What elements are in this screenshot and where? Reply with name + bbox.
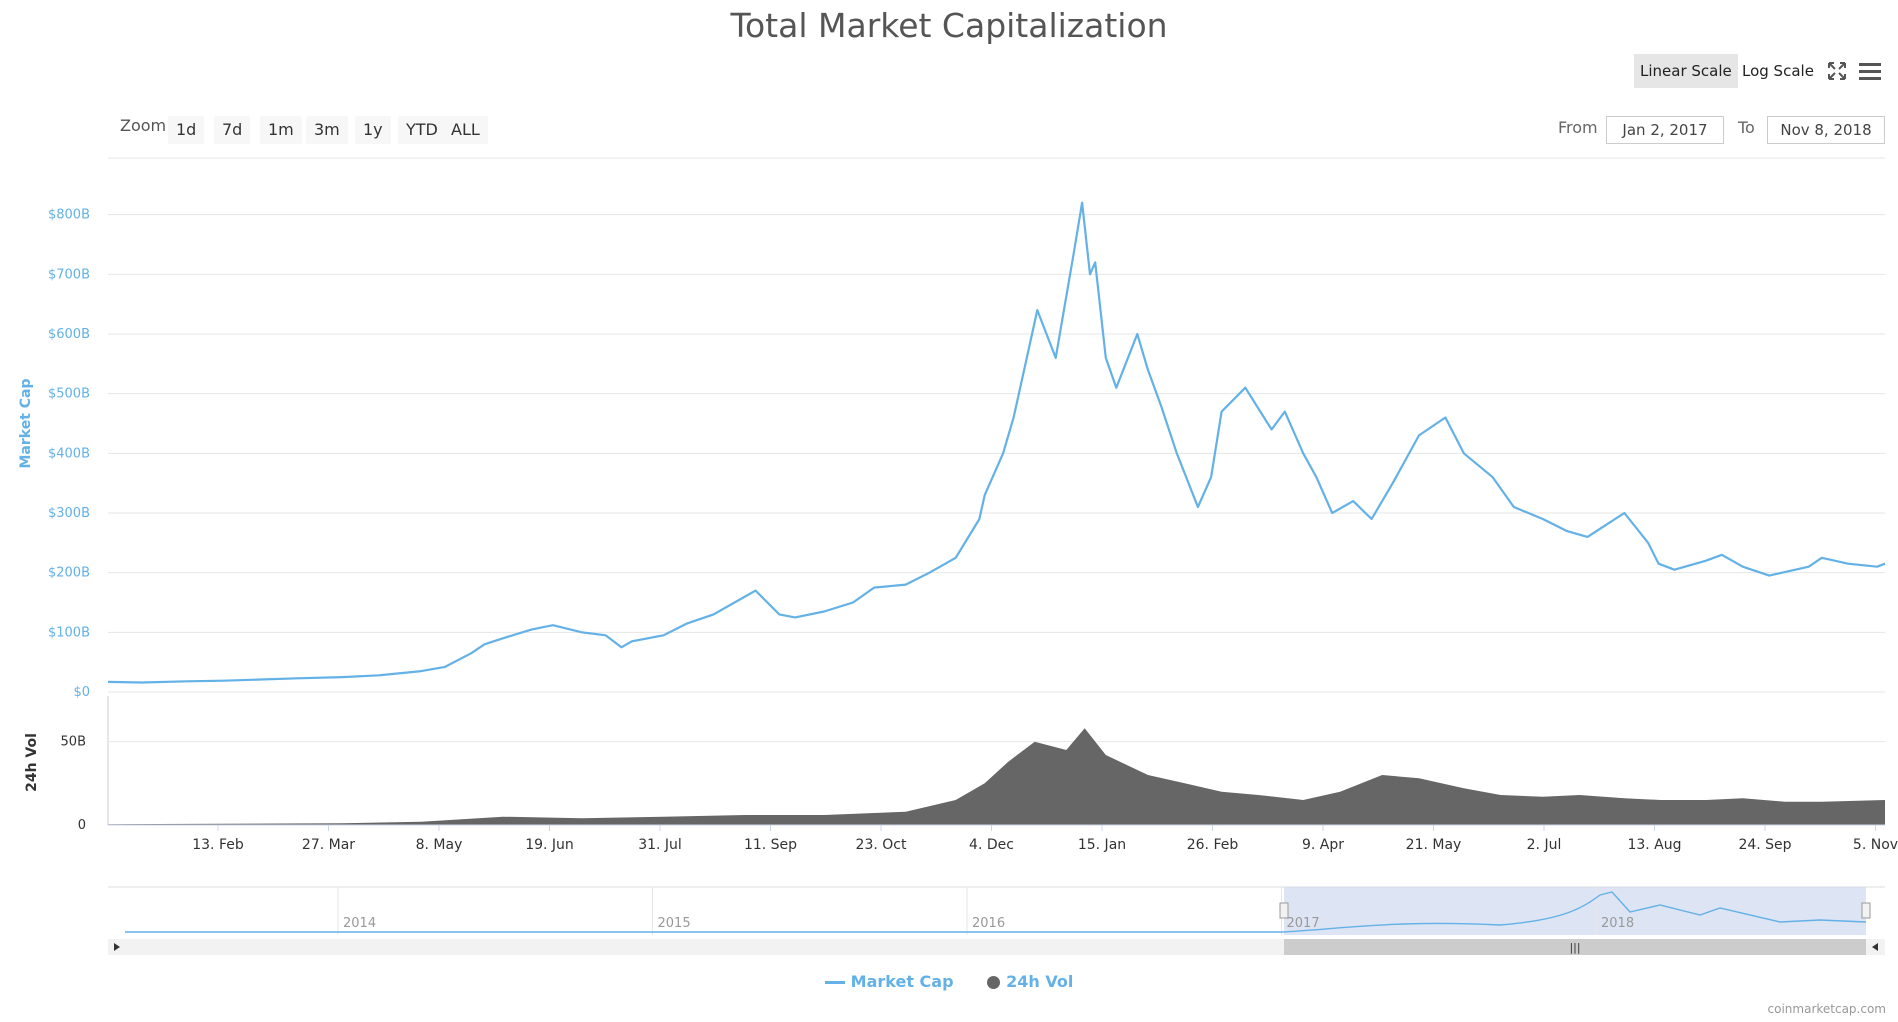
volume-axis-title: 24h Vol <box>24 733 40 792</box>
x-tick-label: 5. Nov <box>1853 837 1898 853</box>
navigator-handle <box>1861 902 1871 919</box>
from-date-input[interactable]: Jan 2, 2017 <box>1606 116 1724 144</box>
to-label: To <box>1738 118 1755 137</box>
y-tick-label: $800B <box>48 208 90 223</box>
legend-market-cap-label: Market Cap <box>850 972 954 991</box>
navigator-line <box>125 891 1867 933</box>
navigator-tick-label: 2016 <box>972 916 1005 931</box>
line-legend-icon <box>824 981 845 984</box>
navigator-handle <box>1279 902 1289 919</box>
zoom-all-button[interactable]: ALL <box>443 116 488 144</box>
dot-legend-icon <box>987 976 1001 989</box>
x-tick-label: 26. Feb <box>1187 837 1239 853</box>
x-tick-label: 2. Jul <box>1527 837 1562 853</box>
x-tick-label: 4. Dec <box>969 837 1014 853</box>
y-tick-label: $100B <box>48 625 90 640</box>
x-tick-label: 31. Jul <box>638 837 682 853</box>
credit-link[interactable]: coinmarketcap.com <box>1767 1002 1886 1016</box>
zoom-label: Zoom <box>120 116 167 135</box>
zoom-3m-button[interactable]: 3m <box>306 116 348 144</box>
legend-market-cap[interactable]: Market Cap <box>824 972 959 991</box>
x-tick-label: 21. May <box>1406 837 1462 853</box>
volume-tick-label: 50B <box>61 735 86 750</box>
y-tick-label: $200B <box>48 566 90 581</box>
fullscreen-icon[interactable] <box>1826 60 1848 82</box>
zoom-1d-button[interactable]: 1d <box>168 116 205 144</box>
zoom-7d-button[interactable]: 7d <box>214 116 251 144</box>
x-tick-label: 11. Sep <box>744 837 797 853</box>
y-axis-title: Market Cap <box>18 378 34 468</box>
navigator-selection <box>1284 887 1866 935</box>
linear-scale-button[interactable]: Linear Scale <box>1634 54 1738 88</box>
zoom-1m-button[interactable]: 1m <box>260 116 302 144</box>
log-scale-button[interactable]: Log Scale <box>1742 62 1814 80</box>
scrollbar-grip: ||| <box>1569 941 1580 954</box>
to-date-input[interactable]: Nov 8, 2018 <box>1767 116 1885 144</box>
from-label: From <box>1558 118 1598 137</box>
zoom-1y-button[interactable]: 1y <box>355 116 391 144</box>
volume-area <box>108 728 1885 825</box>
y-tick-label: $0 <box>73 685 90 700</box>
x-tick-label: 15. Jan <box>1078 837 1126 853</box>
menu-icon[interactable] <box>1858 60 1882 82</box>
y-tick-label: $700B <box>48 267 90 282</box>
x-tick-label: 24. Sep <box>1738 837 1791 853</box>
x-tick-label: 9. Apr <box>1302 837 1344 853</box>
market-cap-line <box>107 201 1886 684</box>
zoom-ytd-button[interactable]: YTD <box>398 116 446 144</box>
navigator-tick-label: 2015 <box>658 916 691 931</box>
y-tick-label: $500B <box>48 387 90 402</box>
navigator-tick-label: 2018 <box>1601 916 1634 931</box>
x-tick-label: 8. May <box>416 837 463 853</box>
x-tick-label: 13. Feb <box>192 837 244 853</box>
scrollbar-thumb <box>1284 939 1866 955</box>
y-tick-label: $600B <box>48 327 90 342</box>
y-tick-label: $400B <box>48 446 90 461</box>
navigator-tick-label: 2014 <box>343 916 376 931</box>
x-tick-label: 19. Jun <box>525 837 574 853</box>
scroll-left-arrow <box>114 943 120 951</box>
x-tick-label: 27. Mar <box>302 837 355 853</box>
chart-title: Total Market Capitalization <box>730 6 1168 45</box>
legend-volume-label: 24h Vol <box>1006 972 1074 991</box>
legend-volume[interactable]: 24h Vol <box>987 972 1073 991</box>
y-tick-label: $300B <box>48 506 90 521</box>
volume-tick-label: 0 <box>78 818 86 833</box>
x-tick-label: 23. Oct <box>856 837 907 853</box>
scroll-right-arrow <box>1872 943 1878 951</box>
navigator-tick-label: 2017 <box>1287 916 1320 931</box>
x-tick-label: 13. Aug <box>1627 837 1681 853</box>
